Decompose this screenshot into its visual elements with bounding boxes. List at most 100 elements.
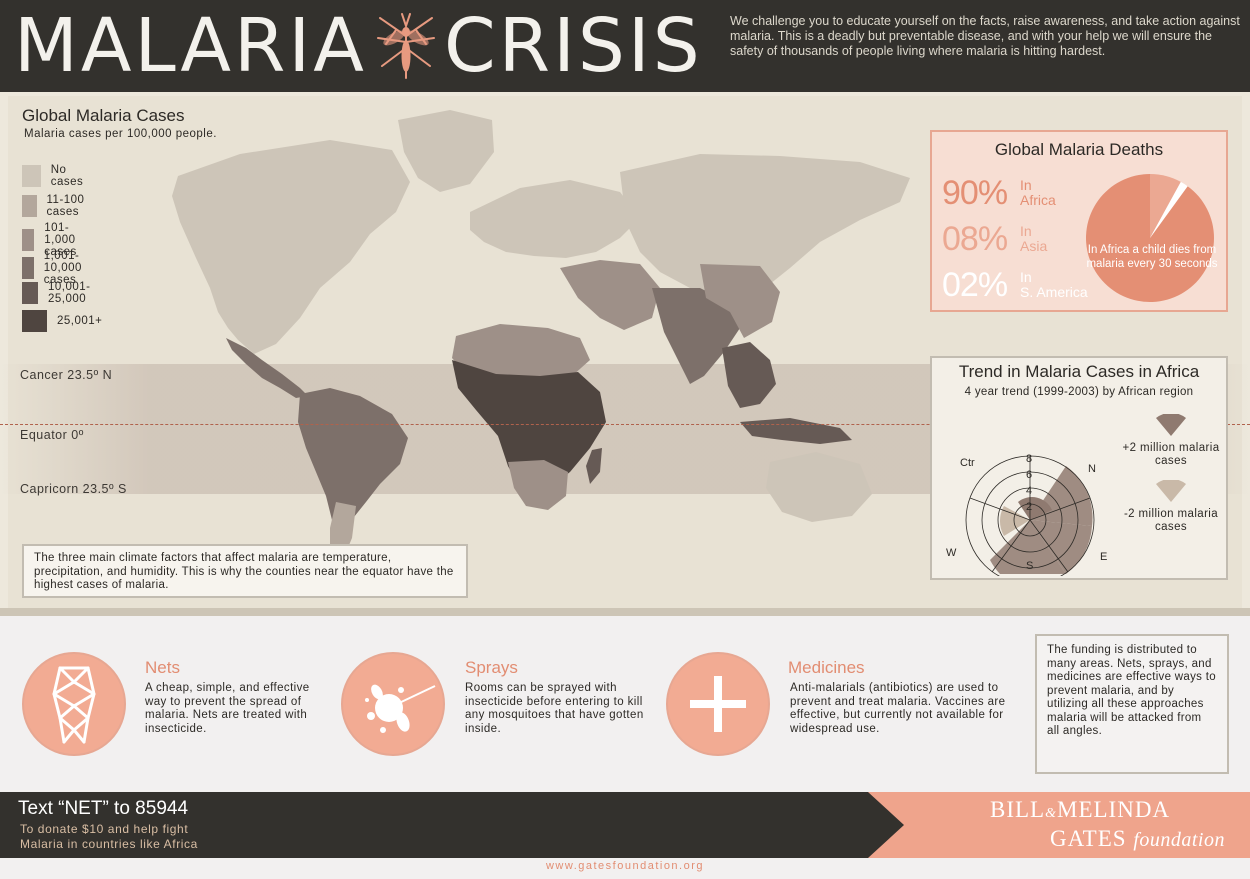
legend-item: 25,001+ [22,310,102,332]
deaths-pie-chart [1086,174,1214,302]
deaths-asia-percent: 08% [942,220,1008,258]
sprays-title: Sprays [465,658,518,677]
legend-label: 11-100 cases [46,194,85,218]
increase-wedge-icon [1156,414,1186,436]
south-america [298,388,408,540]
net-icon [52,666,96,744]
map-section: Cancer 23.5º N Equator 0º Capricorn 23.5… [0,92,1250,612]
africa-central [452,360,606,492]
legend-swatch [22,310,47,332]
deaths-africa-percent: 90% [942,174,1008,212]
southeast-asia [722,342,776,408]
funding-note: The funding is distributed to many areas… [1035,634,1229,774]
sector-center [1018,497,1052,520]
legend-item: 10,001-25,000 [22,281,100,305]
nets-text: A cheap, simple, and effective way to pr… [145,682,310,735]
where-line: In [1020,177,1032,193]
australia [766,452,872,522]
footer: Text “NET” to 85944 To donate $10 and he… [0,792,1250,858]
sms-title: Text “NET” to 85944 [18,798,189,819]
sprays-text: Rooms can be sprayed with insecticide be… [465,682,644,735]
world-map [172,110,910,576]
brand-amp: & [1045,806,1057,821]
europe [470,180,640,258]
deaths-title: Global Malaria Deaths [994,140,1164,159]
trend-radar-chart: 8 6 4 2 Ctr N E W [946,453,1107,576]
nets-circle [22,652,126,756]
medicines-title: Medicines [788,658,865,677]
direction-w: W [946,547,957,559]
ring-label: 8 [1026,453,1032,465]
spray-icon [365,684,436,733]
capricorn-label: Capricorn 23.5º S [20,482,127,496]
asia-north [620,154,910,298]
increase-label: +2 million malaria cases [1122,442,1220,467]
gates-foundation-logo: BILL&MELINDA GATES foundation [990,798,1225,853]
medicines-circle [666,652,770,756]
brand-gates: GATES [1050,826,1127,851]
where-line: S. America [1020,284,1088,300]
deaths-africa-label: In Africa [1020,178,1056,208]
china [700,264,780,338]
sector-north [1030,466,1093,526]
direction-s: S [1026,560,1034,572]
legend-swatch [22,257,34,279]
trend-title: Trend in Malaria Cases in Africa [958,362,1200,381]
where-line: In [1020,223,1032,239]
sms-line: To donate $10 and help fight [20,822,189,836]
legend-item: 11-100 cases [22,194,90,218]
plus-icon [690,676,746,732]
sector-south [990,520,1066,574]
website-url[interactable]: www.gatesfoundation.org [545,860,705,872]
ring-label: 4 [1026,485,1032,497]
decrease-wedge-icon [1156,480,1186,502]
title-crisis: CRISIS [444,3,703,89]
south-asia [652,288,740,384]
where-line: Asia [1020,238,1048,254]
africa-south [508,460,568,510]
deaths-asia-label: In Asia [1020,224,1047,254]
brand-foundation: foundation [1133,829,1225,851]
legend-swatch [22,229,35,251]
legend-label: 10,001-25,000 [47,281,91,305]
greenland [398,110,494,192]
legend-label: 1,001-10,000 cases [43,250,82,286]
pie-slice [1150,181,1188,238]
direction-n: N [1088,463,1096,475]
sprays-circle [341,652,445,756]
brand-melinda: MELINDA [1057,797,1171,822]
legend-swatch [22,165,41,187]
middle-east [560,260,660,330]
legend-item: No cases [22,164,90,188]
intro-text: We challenge you to educate yourself on … [730,14,1240,58]
legend-item: 101-1,000 cases [22,222,90,258]
trend-subtitle: 4 year trend (1999-2003) by African regi… [964,386,1194,398]
ring-label: 2 [1026,501,1032,513]
direction-ctr: Ctr [960,457,975,469]
header: MALARIA CRISIS We challenge you to educa… [0,0,1250,92]
where-line: Africa [1020,192,1056,208]
brand-ribbon [868,792,1250,858]
section-divider [0,608,1250,616]
legend-label: No cases [50,164,84,188]
climate-note: The three main climate factors that affe… [22,544,468,598]
sms-line: Malaria in countries like Africa [20,837,198,851]
pie-slice [1150,174,1181,238]
map-subtitle: Malaria cases per 100,000 people. [24,128,217,140]
sector-east [1030,520,1092,574]
trend-panel: Trend in Malaria Cases in Africa 4 year … [930,356,1228,580]
nets-title: Nets [145,658,180,677]
where-line: In [1020,269,1032,285]
deaths-samerica-label: In S. America [1020,270,1088,300]
legend-label: 101-1,000 cases [44,222,77,258]
north-america [172,140,410,354]
deaths-panel: Global Malaria Deaths 90% In Africa 08% … [930,130,1228,312]
ring-label: 6 [1026,469,1032,481]
deaths-samerica-percent: 02% [942,266,1008,304]
legend-label: 25,001+ [57,315,103,327]
madagascar [586,448,602,484]
indonesia [740,418,852,444]
legend-item: 1,001-10,000 cases [22,250,95,286]
map-title: Global Malaria Cases [22,106,185,125]
pie-caption: In Africa a child dies from malaria ever… [1086,244,1218,270]
